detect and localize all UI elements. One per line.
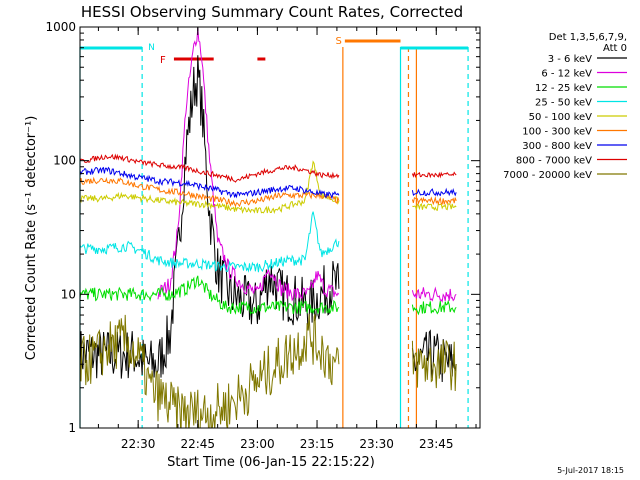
- y-axis-label: Corrected Count Rate (s⁻¹ detector⁻¹): [24, 116, 39, 361]
- series-3-6keV: [80, 55, 457, 383]
- chart-title: HESSI Observing Summary Count Rates, Cor…: [81, 3, 463, 21]
- series-line: [80, 176, 340, 208]
- series-6-12keV: [157, 28, 457, 303]
- series-line: [80, 55, 340, 381]
- legend-entry-label: 7000 - 20000 keV: [503, 170, 592, 181]
- series-50-100keV: [80, 160, 457, 215]
- series-line: [411, 195, 457, 206]
- y-tick-label: 10: [61, 287, 76, 301]
- plot-frame: [79, 26, 481, 429]
- y-tick-label: 1000: [45, 20, 76, 34]
- series-line: [80, 166, 340, 200]
- legend-entry-label: 300 - 800 keV: [522, 141, 592, 152]
- series-12-25keV: [80, 275, 457, 316]
- x-tick-label: 23:45: [419, 437, 454, 451]
- series-line: [411, 187, 457, 197]
- series-line: [80, 160, 340, 215]
- x-tick-label: 23:15: [300, 437, 335, 451]
- timestamp: 5-Jul-2017 18:15: [557, 466, 624, 475]
- legend-entry-label: 6 - 12 keV: [541, 69, 592, 80]
- series-100-300keV: [80, 176, 457, 208]
- x-tick-label: 22:45: [180, 437, 215, 451]
- series-line: [80, 313, 340, 428]
- series-line: [157, 28, 340, 302]
- legend-entry-label: 800 - 7000 keV: [516, 156, 592, 167]
- series-300-800keV: [80, 166, 457, 200]
- series-line: [80, 153, 340, 183]
- x-tick-label: 23:00: [240, 437, 275, 451]
- series-line: [80, 275, 340, 316]
- flare-label: F: [160, 55, 166, 66]
- series-line: [411, 340, 457, 392]
- night-label: N: [148, 43, 155, 53]
- series-line: [80, 211, 340, 273]
- x-tick-label: 22:30: [121, 437, 156, 451]
- series-line: [411, 171, 457, 179]
- series-line: [411, 286, 457, 303]
- series-line: [412, 202, 457, 211]
- series-25-50keV: [80, 211, 340, 273]
- series-800-7000keV: [80, 153, 457, 183]
- x-tick-label: 23:30: [359, 437, 394, 451]
- saa-label: S: [335, 36, 341, 47]
- legend-entry-label: 3 - 6 keV: [548, 54, 592, 65]
- legend-header: Det 1,3,5,6,7,9,: [549, 32, 627, 43]
- y-tick-label: 1: [68, 421, 76, 435]
- series-7000-20000keV: [80, 313, 457, 428]
- series-line: [411, 299, 457, 316]
- legend-entry-label: 25 - 50 keV: [535, 98, 592, 109]
- legend-entry-label: 100 - 300 keV: [522, 127, 592, 138]
- legend-header: Att 0: [603, 43, 627, 54]
- x-axis-label: Start Time (06-Jan-15 22:15:22): [167, 455, 375, 470]
- legend-entry-label: 50 - 100 keV: [529, 112, 593, 123]
- legend-entry-label: 12 - 25 keV: [535, 83, 592, 94]
- y-tick-label: 100: [53, 154, 76, 168]
